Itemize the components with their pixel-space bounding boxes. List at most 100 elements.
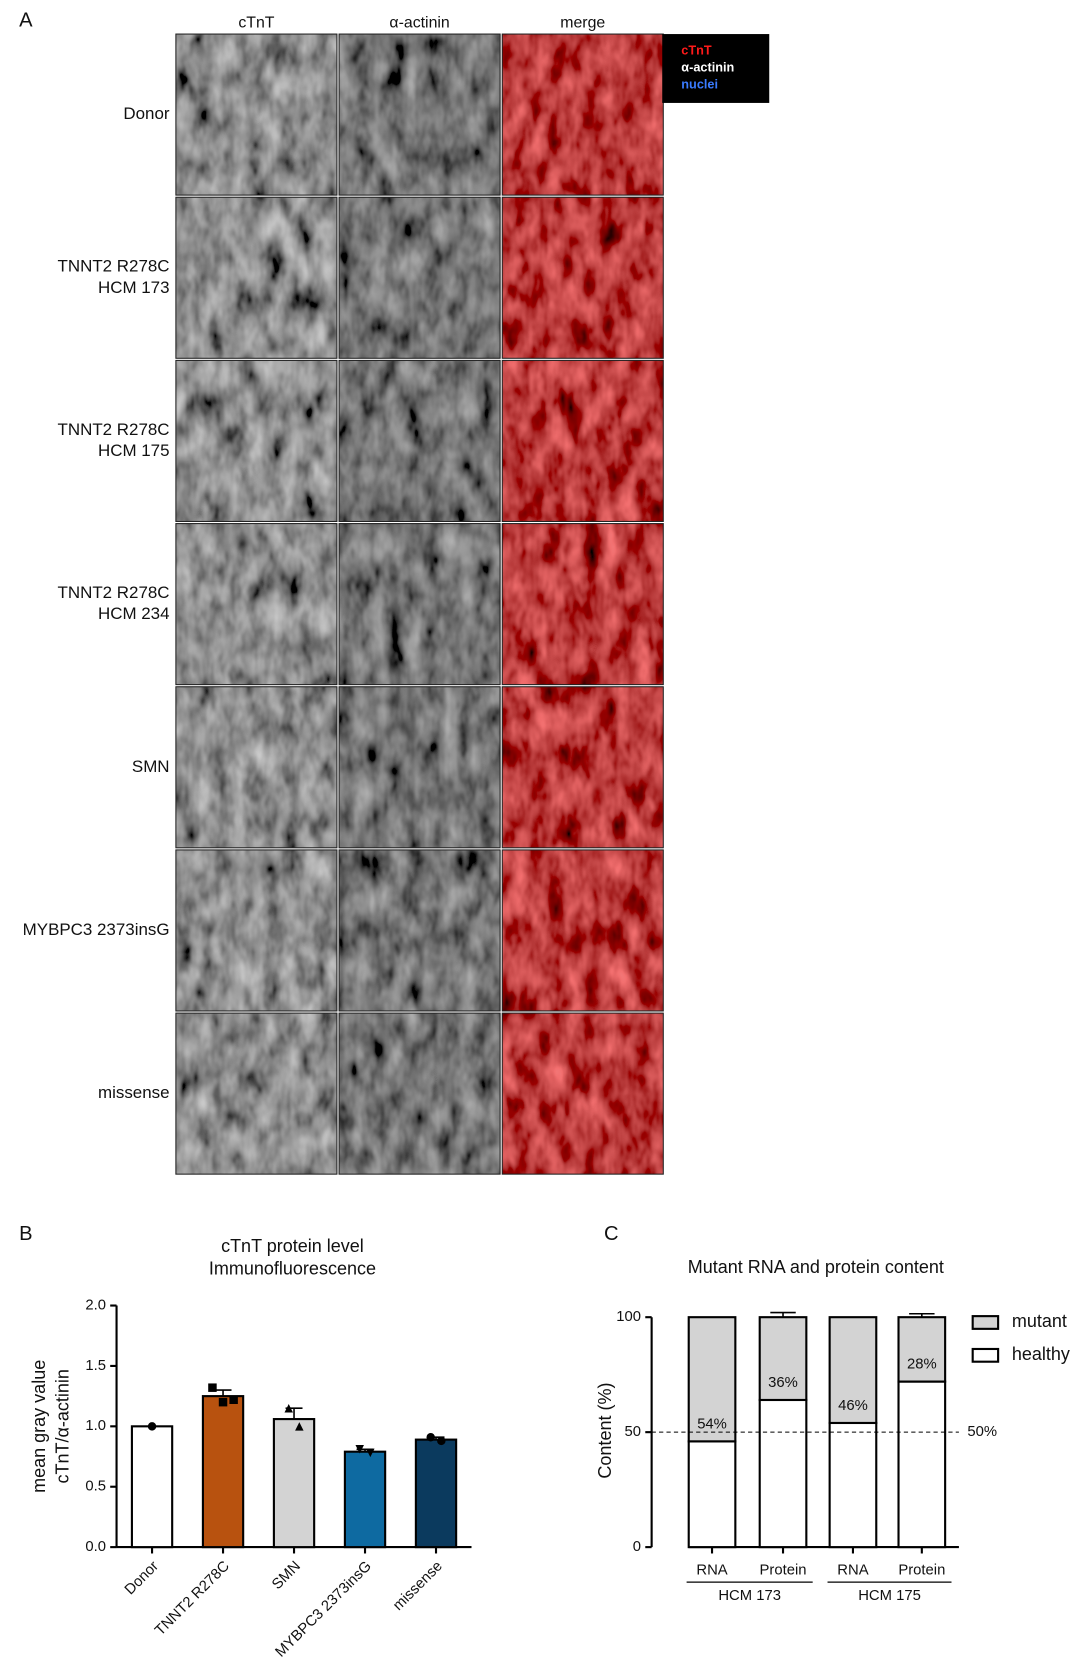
micrograph-texture — [339, 849, 501, 1011]
y-tick-label: 1.0 — [85, 1418, 106, 1434]
micrograph-border — [175, 1012, 338, 1175]
legend-text: healthy — [1012, 1344, 1070, 1364]
micrograph-texture — [339, 197, 501, 359]
bar-segment — [687, 1316, 737, 1443]
micrograph-border — [501, 196, 664, 359]
legend-text: mutant — [1012, 1311, 1067, 1331]
row-label: MYBPC3 2373insG — [23, 920, 170, 939]
y-tick-label: 2.0 — [85, 1297, 106, 1313]
data-point — [284, 1403, 293, 1413]
row-label: Donor — [123, 104, 169, 123]
y-axis-label: cTnT/α-actinin — [52, 1369, 72, 1483]
column-header: merge — [560, 15, 605, 32]
x-tick-label: missense — [390, 1558, 446, 1614]
micrograph-texture — [339, 34, 501, 196]
value-label: 46% — [838, 1398, 868, 1414]
panel-letter: B — [19, 1223, 32, 1245]
data-point — [229, 1395, 238, 1404]
row-label: TNNT2 R278C — [58, 583, 170, 602]
micrograph-border — [501, 1012, 664, 1175]
micrograph-border — [338, 359, 501, 522]
micrograph-texture — [175, 360, 337, 522]
micrograph-texture — [175, 34, 337, 196]
micrograph-texture — [175, 197, 337, 359]
micrograph-border — [175, 359, 338, 522]
legend-swatch — [971, 1315, 1000, 1330]
bar-segment — [687, 1440, 737, 1549]
legend-text: nuclei — [681, 76, 718, 91]
y-tick-label: 0.5 — [85, 1479, 106, 1495]
bar-segment — [758, 1398, 808, 1549]
panel-letter: A — [19, 10, 33, 32]
micrograph-border — [501, 523, 664, 686]
row-label: HCM 234 — [98, 604, 170, 623]
y-tick-label: 50 — [625, 1424, 642, 1440]
y-axis-label: mean gray value — [29, 1360, 49, 1493]
micrograph-texture — [502, 523, 664, 685]
column-header: α-actinin — [389, 15, 449, 32]
chart-title: Immunofluorescence — [209, 1258, 376, 1278]
micrograph-border — [501, 359, 664, 522]
micrograph-border — [175, 523, 338, 686]
data-point — [366, 1448, 375, 1458]
x-tick-label: Protein — [898, 1562, 945, 1578]
x-tick-label: Donor — [122, 1558, 162, 1598]
x-tick-label: SMN — [269, 1558, 304, 1593]
micrograph-border — [501, 686, 664, 849]
micrograph-texture — [502, 197, 664, 359]
micrograph-texture — [175, 849, 337, 1011]
micrograph-texture — [502, 360, 664, 522]
micrograph-border — [338, 849, 501, 1012]
bar — [343, 1450, 387, 1549]
micrograph-border — [175, 196, 338, 359]
x-tick-label: RNA — [696, 1562, 727, 1578]
y-tick-label: 0.0 — [85, 1539, 106, 1555]
micrograph-texture — [502, 686, 664, 848]
row-label: missense — [98, 1083, 170, 1102]
micrograph-texture — [175, 686, 337, 848]
legend-swatch — [971, 1347, 1000, 1363]
micrograph-border — [338, 196, 501, 359]
legend-box — [662, 34, 770, 103]
chart-title: Mutant RNA and protein content — [688, 1257, 944, 1277]
data-point — [355, 1445, 364, 1454]
micrograph-texture — [339, 686, 501, 848]
data-point — [147, 1422, 157, 1431]
micrograph-texture — [502, 849, 664, 1011]
data-point — [218, 1397, 228, 1407]
data-point — [437, 1436, 446, 1446]
x-tick-label: TNNT2 R278C — [152, 1558, 233, 1639]
bar-segment — [758, 1316, 808, 1402]
legend-text: α-actinin — [681, 59, 734, 74]
micrograph-texture — [339, 360, 501, 522]
micrograph-texture — [175, 523, 337, 685]
row-label: TNNT2 R278C — [58, 420, 170, 439]
micrograph-texture — [339, 523, 501, 685]
bar — [272, 1418, 316, 1549]
y-tick-label: 1.5 — [85, 1358, 106, 1374]
x-tick-label: Protein — [760, 1562, 807, 1578]
value-label: 36% — [768, 1375, 798, 1391]
panel-letter: C — [604, 1223, 619, 1245]
micrograph-border — [338, 523, 501, 686]
micrograph-texture — [339, 1013, 501, 1175]
x-tick-label: RNA — [837, 1562, 868, 1578]
y-axis-label: Content (%) — [595, 1383, 615, 1479]
micrograph-texture — [175, 1013, 337, 1175]
y-tick-label: 0 — [633, 1539, 641, 1555]
row-label: HCM 173 — [98, 278, 170, 297]
micrograph-border — [501, 33, 664, 196]
legend-text: cTnT — [681, 42, 712, 57]
reference-label: 50% — [967, 1424, 997, 1440]
row-label: HCM 175 — [98, 441, 170, 460]
bar-segment — [828, 1421, 878, 1549]
bar — [414, 1438, 458, 1549]
column-header: cTnT — [238, 15, 274, 32]
bar — [201, 1395, 245, 1549]
value-label: 54% — [697, 1416, 727, 1432]
bar — [130, 1425, 174, 1549]
micrograph-border — [338, 33, 501, 196]
micrograph-texture — [502, 34, 664, 196]
row-label: SMN — [132, 757, 170, 776]
